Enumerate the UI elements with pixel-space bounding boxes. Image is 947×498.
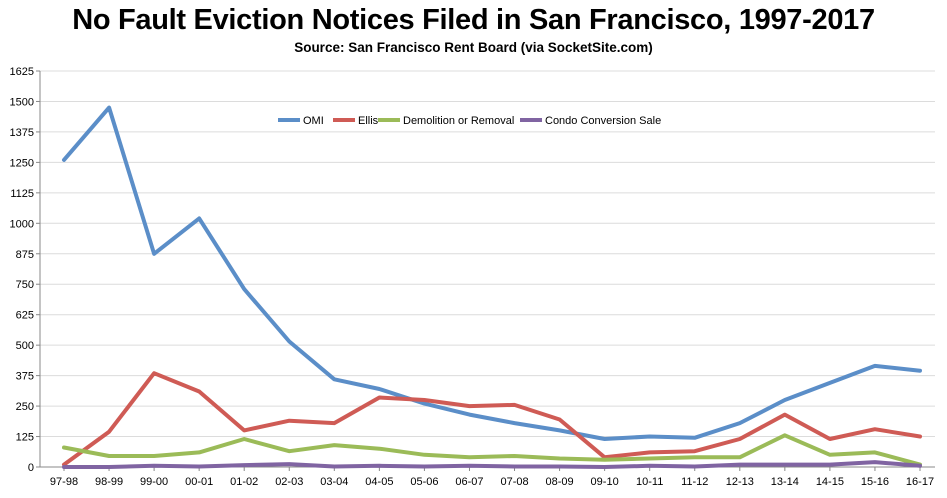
x-tick-label: 08-09 xyxy=(546,476,574,488)
x-tick-label: 12-13 xyxy=(726,476,754,488)
chart-title: No Fault Eviction Notices Filed in San F… xyxy=(72,4,875,36)
legend-label: Ellis xyxy=(358,115,379,127)
y-tick-label: 1000 xyxy=(10,218,34,230)
series-line-0 xyxy=(62,105,922,441)
x-tick-label: 04-05 xyxy=(365,476,393,488)
y-tick-label: 1125 xyxy=(10,188,34,200)
x-axis-tick-labels: 97-98 98-99 99-00 00-01 01-02 02-03 03-04 04-05… xyxy=(50,476,934,488)
x-tick-label: 97-98 xyxy=(50,476,78,488)
axes xyxy=(36,70,935,471)
x-tick-label: 16-17 xyxy=(906,476,934,488)
y-tick-label: 1625 xyxy=(10,66,34,78)
y-tick-label: 1375 xyxy=(10,127,34,139)
x-tick-label: 14-15 xyxy=(816,476,844,488)
x-tick-label: 00-01 xyxy=(185,476,213,488)
y-tick-label: 0 xyxy=(28,462,34,474)
legend-label: Demolition or Removal xyxy=(403,115,514,127)
y-tick-label: 875 xyxy=(16,249,34,261)
legend-label: OMI xyxy=(303,115,324,127)
chart-subtitle: Source: San Francisco Rent Board (via So… xyxy=(294,40,653,55)
y-tick-label: 1250 xyxy=(10,157,34,169)
y-tick-label: 500 xyxy=(16,340,34,352)
y-tick-label: 1500 xyxy=(10,96,34,108)
y-tick-label: 375 xyxy=(16,371,34,383)
x-tick-label: 05-06 xyxy=(410,476,438,488)
x-tick-label: 11-12 xyxy=(681,476,708,488)
series-line-3 xyxy=(62,460,922,469)
x-tick-label: 99-00 xyxy=(140,476,168,488)
series-line-2 xyxy=(62,433,922,467)
y-tick-label: 750 xyxy=(16,279,34,291)
y-tick-label: 125 xyxy=(16,432,34,444)
x-tick-label: 01-02 xyxy=(230,476,258,488)
x-tick-label: 07-08 xyxy=(500,476,528,488)
y-tick-label: 625 xyxy=(16,310,34,322)
x-tick-label: 06-07 xyxy=(455,476,483,488)
x-tick-label: 02-03 xyxy=(275,476,303,488)
x-tick-label: 13-14 xyxy=(771,476,799,488)
x-tick-label: 15-16 xyxy=(861,476,889,488)
series-line-1 xyxy=(62,371,922,467)
legend-label: Condo Conversion Sale xyxy=(545,115,661,127)
y-axis-tick-labels: 0 125 250 375 500 625 750 875 1000 1125 1250 1375 15… xyxy=(10,66,34,474)
x-tick-label: 10-11 xyxy=(636,476,663,488)
series-lines xyxy=(62,105,922,469)
x-tick-label: 09-10 xyxy=(591,476,619,488)
x-tick-label: 03-04 xyxy=(320,476,348,488)
y-tick-label: 250 xyxy=(16,401,34,413)
legend: OMI Ellis Demolition or Removal Condo Conve… xyxy=(278,115,661,127)
x-tick-label: 98-99 xyxy=(95,476,123,488)
